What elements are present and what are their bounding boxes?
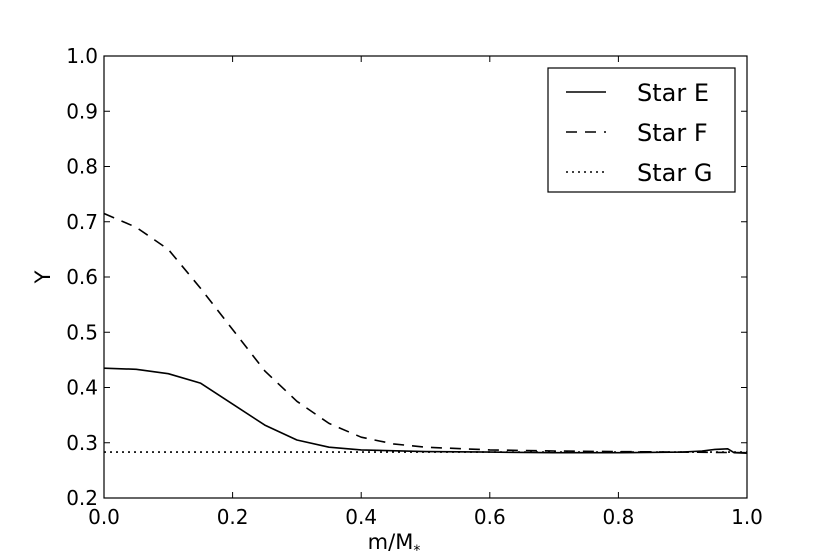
legend-label-star-g: Star G (637, 159, 712, 187)
y-tick-label: 0.6 (66, 265, 98, 289)
legend: Star E Star F Star G (547, 67, 736, 193)
x-axis-label-main: m/M (368, 530, 414, 554)
y-axis-label: Y (31, 270, 55, 284)
x-axis-label-subscript: * (413, 543, 420, 554)
legend-label-star-e: Star E (637, 79, 709, 107)
y-tick-label: 0.5 (66, 320, 98, 344)
x-axis-label: m/M* (368, 530, 421, 554)
x-tick-label: 0.6 (474, 505, 506, 529)
y-tick-label: 0.3 (66, 431, 98, 455)
y-tick-label: 0.8 (66, 155, 98, 179)
y-tick-label: 0.7 (66, 210, 98, 234)
y-tick-label: 0.9 (66, 99, 98, 123)
y-tick-label: 0.4 (66, 376, 98, 400)
series-line-star-e (103, 367, 748, 454)
series-layer (103, 212, 748, 454)
x-tick-label: 1.0 (731, 505, 763, 529)
ticks-layer: 0.0 0.2 0.4 0.6 0.8 1.00.20.30.40.50.60.70.80… (66, 44, 763, 529)
legend-label-star-f: Star F (637, 119, 708, 147)
x-tick-label: 0.0 (88, 505, 120, 529)
y-tick-label: 0.2 (66, 486, 98, 510)
x-tick-label: 0.4 (345, 505, 377, 529)
x-tick-label: 0.2 (217, 505, 249, 529)
x-tick-label: 0.8 (602, 505, 634, 529)
y-tick-label: 1.0 (66, 44, 98, 68)
series-line-star-f (103, 212, 748, 454)
